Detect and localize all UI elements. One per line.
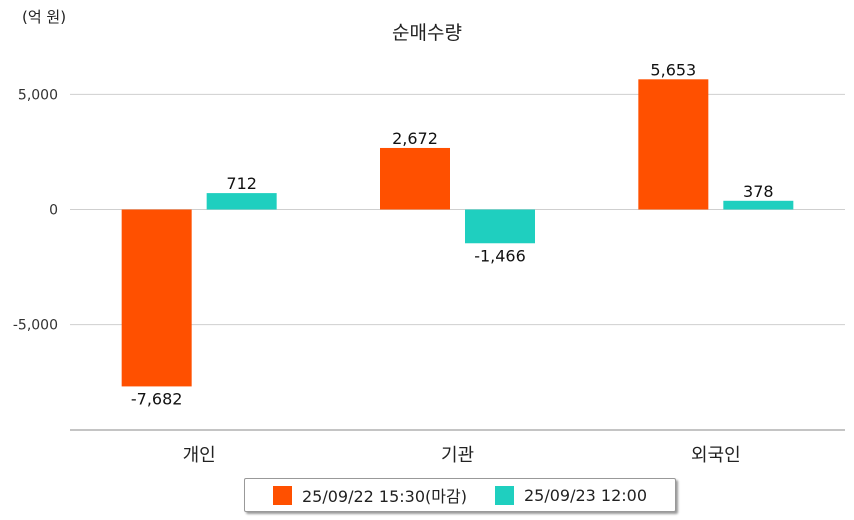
bar-외국인-series-0 xyxy=(638,79,709,210)
legend-swatch xyxy=(272,485,292,505)
bar-외국인-series-1 xyxy=(723,200,794,210)
x-tick-label: 기관 xyxy=(441,445,474,466)
data-label: -7,682 xyxy=(131,389,183,408)
legend-item-series-1[interactable]: 25/09/23 12:00 xyxy=(494,485,648,505)
y-tick-label: -5,000 xyxy=(13,318,58,334)
data-label: 378 xyxy=(743,182,774,201)
y-tick-label: 0 xyxy=(49,203,58,219)
data-label: 712 xyxy=(226,174,257,193)
unit-label: (억 원) xyxy=(22,8,67,26)
legend-item-series-0[interactable]: 25/09/22 15:30(마감) xyxy=(272,483,467,507)
data-label: 2,672 xyxy=(392,129,438,148)
legend-swatch xyxy=(494,485,514,505)
x-tick-label: 외국인 xyxy=(691,445,741,466)
chart-title: 순매수량 xyxy=(392,22,462,44)
x-tick-label: 개인 xyxy=(183,445,216,466)
bar-기관-series-1 xyxy=(465,209,535,244)
legend-label: 25/09/22 15:30(마감) xyxy=(301,487,467,506)
data-label: -1,466 xyxy=(474,246,526,265)
legend-label: 25/09/23 12:00 xyxy=(523,485,648,505)
bar-개인-series-0 xyxy=(121,209,192,387)
bar-기관-series-0 xyxy=(380,147,450,210)
y-tick-label: 5,000 xyxy=(18,87,58,103)
bar-개인-series-1 xyxy=(206,193,277,210)
legend: 25/09/22 15:30(마감) 25/09/23 12:00 xyxy=(244,478,676,512)
data-label: 5,653 xyxy=(650,60,696,79)
